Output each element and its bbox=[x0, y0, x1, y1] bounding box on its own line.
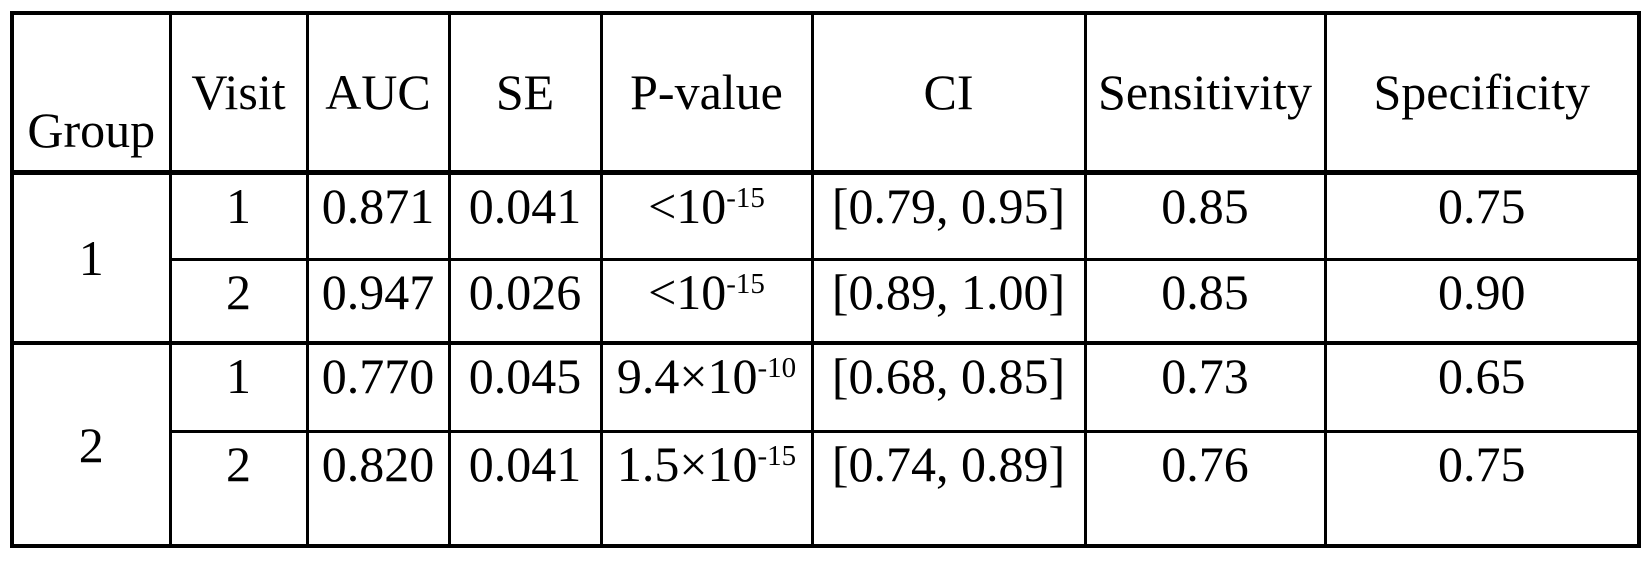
p-value-exponent: -10 bbox=[757, 352, 797, 385]
cell-g2v2-se: 0.041 bbox=[447, 429, 603, 548]
header-ci: CI bbox=[810, 11, 1087, 175]
cell-g2v2-auc: 0.820 bbox=[305, 429, 451, 548]
cell-g1v1-se: 0.041 bbox=[447, 170, 603, 261]
header-row: Group Visit AUC SE P-value CI Sensitivit… bbox=[10, 11, 1641, 175]
cell-g2v1-auc: 0.770 bbox=[305, 341, 451, 433]
header-group: Group bbox=[10, 11, 172, 175]
cell-g2v2-ci: [0.74, 0.89] bbox=[810, 429, 1087, 548]
header-visit: Visit bbox=[168, 11, 309, 175]
cell-g1v2-specificity: 0.90 bbox=[1323, 257, 1641, 345]
p-value-exponent: -15 bbox=[726, 181, 765, 214]
cell-g2v2-sensitivity: 0.76 bbox=[1083, 429, 1327, 548]
header-p-value: P-value bbox=[599, 11, 814, 175]
table-row-group2-visit1: 2 1 0.770 0.045 9.4×10-10 [0.68, 0.85] 0… bbox=[10, 341, 1641, 548]
cell-g1v2-sensitivity: 0.85 bbox=[1083, 257, 1327, 345]
header-se: SE bbox=[447, 11, 603, 175]
cell-g1v1-sensitivity: 0.85 bbox=[1083, 170, 1327, 261]
cell-g2v2-visit: 2 bbox=[168, 429, 309, 548]
cell-g2v1-specificity: 0.65 bbox=[1323, 341, 1641, 433]
cell-g1v2-ci: [0.89, 1.00] bbox=[810, 257, 1087, 345]
table-row-group1-visit1: 1 1 0.871 0.041 <10-15 [0.79, 0.95] 0.85… bbox=[10, 170, 1641, 345]
p-value-base: 1.5×10 bbox=[616, 435, 758, 492]
cell-g1v1-auc: 0.871 bbox=[305, 170, 451, 261]
cell-g1v2-p-value: <10-15 bbox=[599, 257, 814, 345]
cell-g1v1-visit: 1 bbox=[168, 170, 309, 261]
p-value-exponent: -15 bbox=[726, 267, 765, 300]
results-table: Group Visit AUC SE P-value CI Sensitivit… bbox=[10, 11, 1641, 548]
cell-g2v1-visit: 1 bbox=[168, 341, 309, 433]
cell-g2v1-se: 0.045 bbox=[447, 341, 603, 433]
table-row-group2-visit2: 2 0.820 0.041 1.5×10-15 [0.74, 0.89] 0.7… bbox=[12, 429, 1641, 548]
cell-g1v2-se: 0.026 bbox=[447, 257, 603, 345]
group-2-cell: 2 bbox=[10, 341, 172, 548]
header-specificity: Specificity bbox=[1323, 11, 1641, 175]
table-row-group1-visit2: 2 0.947 0.026 <10-15 [0.89, 1.00] 0.85 0… bbox=[12, 257, 1641, 345]
group-1-cell: 1 bbox=[10, 170, 172, 345]
p-value-base: <10 bbox=[648, 177, 727, 234]
header-auc: AUC bbox=[305, 11, 451, 175]
cell-g1v1-specificity: 0.75 bbox=[1323, 170, 1641, 261]
cell-g1v2-auc: 0.947 bbox=[305, 257, 451, 345]
cell-g2v2-specificity: 0.75 bbox=[1323, 429, 1641, 548]
cell-g2v1-ci: [0.68, 0.85] bbox=[810, 341, 1087, 433]
cell-g1v1-p-value: <10-15 bbox=[599, 170, 814, 261]
cell-g1v2-visit: 2 bbox=[168, 257, 309, 345]
cell-g2v2-p-value: 1.5×10-15 bbox=[599, 429, 814, 548]
cell-g2v1-sensitivity: 0.73 bbox=[1083, 341, 1327, 433]
cell-g1v1-ci: [0.79, 0.95] bbox=[810, 170, 1087, 261]
p-value-base: 9.4×10 bbox=[616, 348, 758, 404]
p-value-base: <10 bbox=[648, 263, 727, 320]
header-sensitivity: Sensitivity bbox=[1083, 11, 1327, 175]
cell-g2v1-p-value: 9.4×10-10 bbox=[599, 341, 814, 433]
p-value-exponent: -15 bbox=[757, 439, 797, 472]
